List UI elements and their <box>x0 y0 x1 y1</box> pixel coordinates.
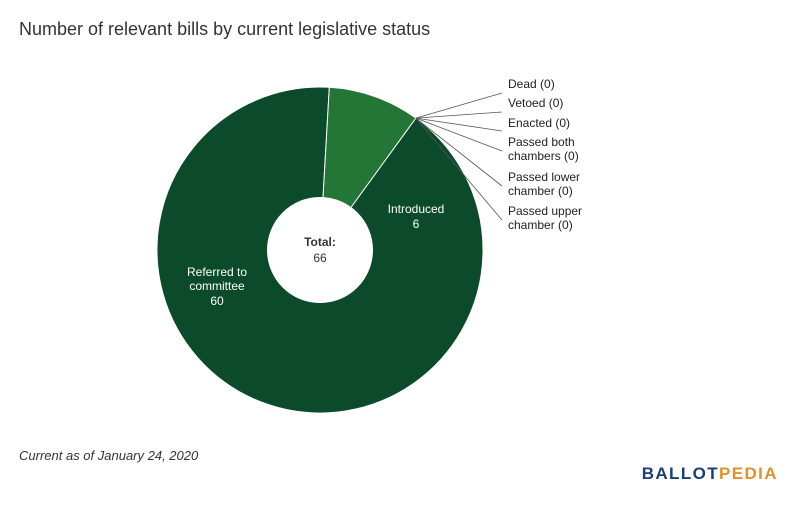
callout-dead: Dead (0) <box>508 77 555 91</box>
leader-line-passed-lower-chamber <box>415 117 503 187</box>
donut-hole <box>267 197 373 303</box>
callout-passed-upper-chamber: Passed upper chamber (0) <box>508 204 582 232</box>
callout-vetoed: Vetoed (0) <box>508 96 563 110</box>
logo-pedia-text: PEDIA <box>719 464 778 483</box>
callout-enacted: Enacted (0) <box>508 116 570 130</box>
slice-label-referred-to-committee: Referred to committee 60 <box>187 265 247 308</box>
leader-line-vetoed <box>415 111 503 119</box>
center-total-value: 66 <box>313 251 327 265</box>
chart-title: Number of relevant bills by current legi… <box>19 19 431 39</box>
callout-passed-both-chambers: Passed both chambers (0) <box>508 135 579 163</box>
callout-passed-lower-chamber: Passed lower chamber (0) <box>508 170 580 198</box>
slice-label-introduced: Introduced 6 <box>388 202 445 231</box>
logo-ballot-text: BALLOT <box>641 464 720 483</box>
leader-line-passed-both-chambers <box>415 117 503 152</box>
as-of-date-note: Current as of January 24, 2020 <box>19 448 199 463</box>
ballotpedia-logo: BALLOTPEDIA <box>642 464 778 484</box>
leader-line-dead <box>415 92 503 119</box>
leader-line-enacted <box>415 117 503 132</box>
center-total-label: Total: <box>304 235 336 249</box>
leader-line-passed-upper-chamber <box>415 117 503 221</box>
